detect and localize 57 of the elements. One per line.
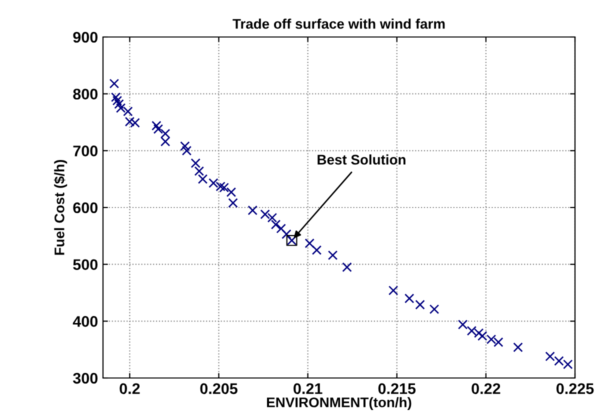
x-tick-label: 0.225 <box>556 383 594 394</box>
point <box>328 250 338 260</box>
point <box>114 99 124 109</box>
point <box>153 124 164 134</box>
point <box>388 286 398 296</box>
point <box>563 360 573 370</box>
point <box>152 120 162 131</box>
point <box>260 209 270 220</box>
y-tick-label: 900 <box>73 32 98 43</box>
point <box>513 342 523 352</box>
point <box>458 320 468 330</box>
point <box>554 356 564 366</box>
point <box>342 262 352 272</box>
point <box>478 331 488 341</box>
y-tick-label: 600 <box>73 202 98 214</box>
x-tick-label: 0.2 <box>120 383 140 394</box>
y-tick-label: 700 <box>73 146 98 156</box>
point <box>216 182 226 192</box>
point <box>304 238 314 248</box>
x-tick-label: 0.215 <box>378 383 416 394</box>
point <box>190 158 200 168</box>
point <box>160 136 170 146</box>
point <box>267 212 278 223</box>
point <box>276 224 286 234</box>
point <box>248 205 258 216</box>
x-tick-label: 0.22 <box>472 383 500 394</box>
point <box>208 178 218 188</box>
x-axis-title: ENVIRONMENT(ton/h) <box>267 397 412 410</box>
y-tick-label: 800 <box>73 88 98 100</box>
point <box>194 166 204 176</box>
point <box>219 182 229 192</box>
point <box>180 141 190 151</box>
point <box>110 92 121 102</box>
point <box>270 220 281 230</box>
point <box>123 106 133 116</box>
point <box>112 96 122 106</box>
point <box>545 352 555 362</box>
chart-title: Trade off surface with wind farm <box>232 18 445 29</box>
point <box>312 245 322 255</box>
y-tick-label: 300 <box>73 372 98 384</box>
point <box>160 128 170 138</box>
point <box>116 103 126 113</box>
point <box>182 146 192 156</box>
point <box>228 198 238 208</box>
x-tick-label: 0.205 <box>200 383 238 394</box>
point <box>109 78 120 88</box>
y-tick-label: 500 <box>73 259 98 270</box>
point <box>198 174 208 184</box>
y-tick-label: 400 <box>72 316 98 327</box>
point <box>429 304 440 314</box>
y-axis-title: Fuel Cost ($/h) <box>54 160 68 255</box>
point <box>282 229 292 240</box>
x-tick-label: 0.21 <box>294 383 322 394</box>
point <box>226 187 236 198</box>
point <box>404 294 414 304</box>
point <box>415 300 425 310</box>
annotation: Best Solution <box>318 154 406 165</box>
